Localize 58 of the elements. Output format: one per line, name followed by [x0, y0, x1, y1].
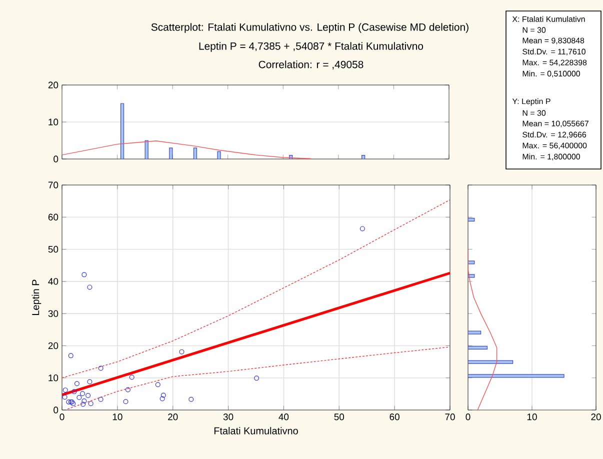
x-tick-label: 60: [390, 414, 400, 420]
y-tick-label: 70: [48, 182, 58, 188]
x-tick-label: 10: [112, 414, 122, 420]
chart-subtitle: Leptin P = 4,7385 + ,54087 * Ftalati Kumulativno: [199, 42, 424, 52]
y-tick-label: 60: [48, 214, 58, 220]
x-tick-label: 50: [334, 414, 344, 420]
point: [68, 353, 74, 358]
point: [74, 381, 80, 386]
x-tick-label: 0: [60, 414, 64, 420]
x-tick-label: 20: [591, 414, 601, 420]
x-tick-label: 30: [223, 414, 234, 420]
point: [80, 402, 86, 407]
x-tick-label: 0: [466, 414, 470, 420]
chart-title: Scatterplot: Ftalati Kumulativno vs. Leptin P (Casewise MD deletion): [151, 23, 468, 33]
y-tick-label: 50: [48, 246, 58, 253]
x-tick-label: 70: [445, 414, 455, 420]
point: [87, 284, 92, 290]
y-tick-label: 20: [48, 82, 58, 88]
y-tick-label: 10: [48, 118, 58, 126]
point: [82, 272, 87, 278]
y-tick-label: 10: [48, 374, 58, 382]
y-tick-label: 40: [48, 278, 58, 285]
point: [98, 396, 104, 402]
text: Correlation: r = ,49058: [258, 60, 364, 70]
point: [160, 396, 165, 402]
point: [125, 387, 130, 392]
y-tick-label: 30: [48, 310, 58, 317]
point: [87, 379, 92, 384]
point: [98, 366, 104, 371]
point: [70, 401, 76, 406]
point: [82, 398, 87, 404]
point: [360, 226, 365, 232]
point: [129, 374, 134, 380]
point: [76, 394, 82, 400]
point: [88, 401, 94, 406]
y-tick-label: 20: [48, 342, 58, 350]
y-tick-label: 0: [54, 406, 58, 414]
point: [62, 394, 68, 400]
x-tick-label: 20: [168, 414, 178, 420]
point: [160, 392, 166, 398]
point: [72, 389, 77, 394]
y-axis-title: Leptin P: [32, 280, 42, 315]
point: [80, 391, 86, 396]
point: [86, 393, 91, 398]
point: [179, 349, 184, 354]
x-tick-label: 10: [527, 414, 537, 420]
point: [62, 388, 68, 393]
line-series: [62, 140, 312, 159]
point: [123, 399, 128, 404]
x-tick-label: 40: [278, 414, 289, 420]
line-series: [62, 199, 450, 378]
point: [66, 399, 72, 404]
line-series: [67, 346, 450, 410]
y-tick-label: 0: [54, 156, 58, 162]
point: [254, 376, 260, 381]
point: [188, 396, 194, 402]
point: [155, 382, 160, 388]
x-axis-title: Ftalati Kumulativno: [214, 427, 298, 434]
